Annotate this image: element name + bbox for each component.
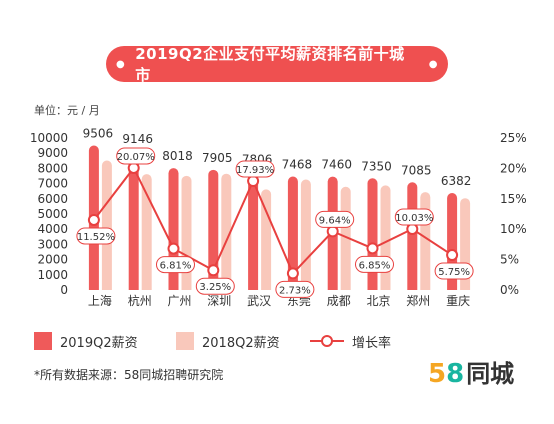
legend-label-2019: 2019Q2薪资 (60, 335, 138, 351)
legend-label-2018: 2018Q2薪资 (202, 335, 280, 351)
growth-point (167, 242, 180, 255)
logo-text: 同城 (466, 360, 515, 388)
growth-point (366, 242, 379, 255)
growth-point (87, 213, 100, 226)
chart-title-text: 2019Q2企业支付平均薪资排名前十城市 (135, 45, 405, 84)
title-dot-right: ● (428, 58, 438, 70)
growth-label-box (116, 147, 156, 165)
legend-item-growth: 增长率 (310, 332, 392, 351)
bar-2018 (141, 174, 152, 290)
x-tick-label: 武汉 (247, 294, 271, 308)
x-tick-label: 成都 (327, 294, 351, 308)
growth-label-box (156, 256, 195, 274)
bar-2018 (380, 185, 391, 290)
growth-label: 5.75% (438, 267, 470, 278)
y-left-tick-label: 2000 (37, 253, 68, 267)
y-left-tick-label: 9000 (37, 146, 68, 160)
growth-label-box (355, 255, 394, 273)
growth-point (207, 264, 220, 277)
growth-point (286, 267, 299, 280)
growth-label: 10.03% (395, 213, 433, 224)
bar-2019 (208, 169, 219, 290)
bar-value-label: 8018 (162, 149, 193, 163)
x-tick-label: 北京 (366, 294, 390, 308)
y-left-tick-label: 7000 (37, 177, 68, 191)
bar-value-label: 7468 (282, 157, 313, 171)
y-right-tick-label: 20% (500, 161, 527, 175)
y-right-tick-label: 10% (500, 222, 527, 236)
y-right-tick-label: 15% (500, 192, 527, 206)
bar-2018 (221, 173, 232, 290)
growth-label: 17.93% (236, 165, 274, 176)
legend-item-2018: 2018Q2薪资 (176, 332, 280, 351)
bar-2019 (248, 171, 259, 290)
legend-label-growth: 增长率 (352, 335, 392, 351)
y-right-tick-label: 0% (500, 283, 519, 297)
growth-label: 11.52% (77, 232, 115, 243)
y-left-tick-label: 6000 (37, 192, 68, 206)
growth-point (446, 249, 459, 262)
x-tick-label: 深圳 (207, 294, 231, 308)
bar-value-label: 9506 (83, 127, 114, 141)
y-left-tick-label: 0 (60, 283, 68, 297)
y-left-tick-label: 3000 (37, 237, 68, 251)
growth-label-box (275, 280, 315, 298)
y-right-tick-label: 5% (500, 253, 519, 267)
bar-2018 (300, 179, 311, 290)
y-left-tick-label: 1000 (37, 268, 68, 282)
chart-title: ● 2019Q2企业支付平均薪资排名前十城市 ● (106, 45, 448, 84)
brand-logo: 5 8 同城 (428, 354, 514, 389)
legend-swatch-growth (310, 335, 344, 347)
legend-swatch-2019 (34, 332, 52, 350)
bar-value-label: 9146 (122, 132, 153, 146)
growth-line (93, 166, 453, 276)
x-tick-label: 上海 (88, 293, 112, 308)
y-left-tick-label: 5000 (37, 207, 68, 221)
y-left-tick-label: 8000 (37, 161, 68, 175)
growth-label-box (76, 227, 116, 245)
growth-label: 9.64% (319, 215, 351, 226)
growth-label-box (195, 277, 235, 295)
y-right-tick-label: 25% (500, 131, 527, 145)
growth-label: 3.25% (199, 282, 231, 293)
bar-2019 (367, 178, 378, 290)
y-left-tick-label: 10000 (30, 131, 68, 145)
x-tick-label: 广州 (167, 294, 191, 308)
bar-2018 (420, 192, 431, 290)
growth-label: 6.85% (359, 260, 391, 271)
x-tick-label: 杭州 (128, 293, 152, 308)
growth-label: 20.07% (117, 152, 155, 163)
bar-2019 (287, 176, 298, 290)
bar-value-label: 7905 (202, 151, 233, 165)
bar-2019 (128, 150, 139, 290)
growth-label-box (315, 210, 355, 228)
bar-2019 (407, 182, 418, 290)
title-dot-left: ● (116, 58, 126, 70)
x-tick-label: 郑州 (406, 293, 430, 308)
legend-item-2019: 2019Q2薪资 (34, 332, 138, 351)
growth-label: 2.73% (279, 285, 311, 296)
growth-label-box (434, 262, 474, 280)
logo-digit-8: 8 (446, 359, 465, 389)
bar-2018 (101, 160, 112, 290)
growth-label-box (235, 160, 275, 178)
bar-value-label: 7350 (361, 159, 392, 173)
x-tick-label: 重庆 (446, 294, 470, 308)
bar-value-label: 6382 (441, 174, 472, 188)
legend-swatch-2018 (176, 332, 194, 350)
growth-label: 6.81% (160, 261, 192, 272)
growth-label-box (394, 208, 434, 226)
bar-value-label: 7460 (321, 158, 352, 172)
unit-label: 单位：元 / 月 (34, 104, 100, 117)
logo-digit-5: 5 (428, 359, 447, 389)
source-note: *所有数据来源：58同城招聘研究院 (34, 368, 224, 382)
bar-value-label: 7085 (401, 163, 432, 177)
y-left-tick-label: 4000 (37, 222, 68, 236)
